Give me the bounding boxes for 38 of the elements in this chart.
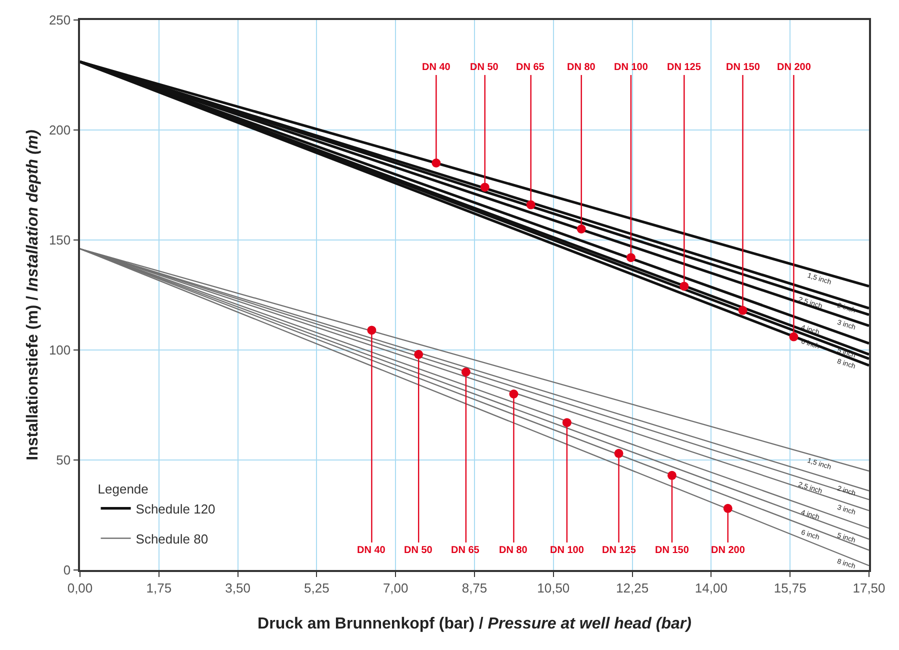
x-tick-label: 8,75 xyxy=(462,580,488,596)
x-tick-label: 14,00 xyxy=(694,580,728,596)
data-label: DN 80 xyxy=(499,545,528,556)
legend-label: Schedule 120 xyxy=(136,501,216,516)
data-label: DN 65 xyxy=(451,545,480,556)
data-label: DN 150 xyxy=(655,545,690,556)
y-axis-title: Installationstiefe (m) / Installation depth (m) xyxy=(24,130,42,460)
data-label: DN 100 xyxy=(550,545,584,556)
data-label: DN 80 xyxy=(567,62,596,73)
y-tick-label: 100 xyxy=(48,342,71,358)
y-tick-label: 50 xyxy=(56,452,71,468)
x-axis-title: Druck am Brunnenkopf (bar) / Pressure at well head (bar) xyxy=(258,616,692,632)
x-tick-label: 5,25 xyxy=(304,580,330,596)
x-tick-label: 17,50 xyxy=(852,580,886,596)
data-label: DN 50 xyxy=(470,62,499,73)
y-tick-label: 200 xyxy=(48,122,71,138)
data-label: DN 200 xyxy=(711,545,746,556)
data-label: DN 40 xyxy=(357,545,386,556)
x-tick-label: 7,00 xyxy=(382,580,408,596)
data-label: DN 50 xyxy=(404,545,433,556)
legend-label: Schedule 80 xyxy=(136,531,208,546)
x-tick-label: 3,50 xyxy=(225,580,250,596)
data-label: DN 65 xyxy=(516,62,545,73)
x-tick-label: 15,75 xyxy=(774,580,806,596)
data-label: DN 125 xyxy=(602,545,636,556)
x-tick-label: 12,25 xyxy=(616,580,649,596)
y-tick-label: 0 xyxy=(63,562,71,578)
y-tick-label: 150 xyxy=(48,232,71,248)
data-label: DN 200 xyxy=(777,62,812,73)
x-tick-label: 0,00 xyxy=(67,580,93,596)
data-label: DN 125 xyxy=(667,62,702,73)
data-label: DN 100 xyxy=(614,62,648,73)
data-label: DN 150 xyxy=(726,62,760,73)
legend-title: Legende xyxy=(98,481,148,496)
data-label: DN 40 xyxy=(422,62,451,73)
x-tick-label: 10,50 xyxy=(537,580,570,596)
x-tick-label: 1,75 xyxy=(146,580,172,596)
y-tick-label: 250 xyxy=(48,12,71,28)
